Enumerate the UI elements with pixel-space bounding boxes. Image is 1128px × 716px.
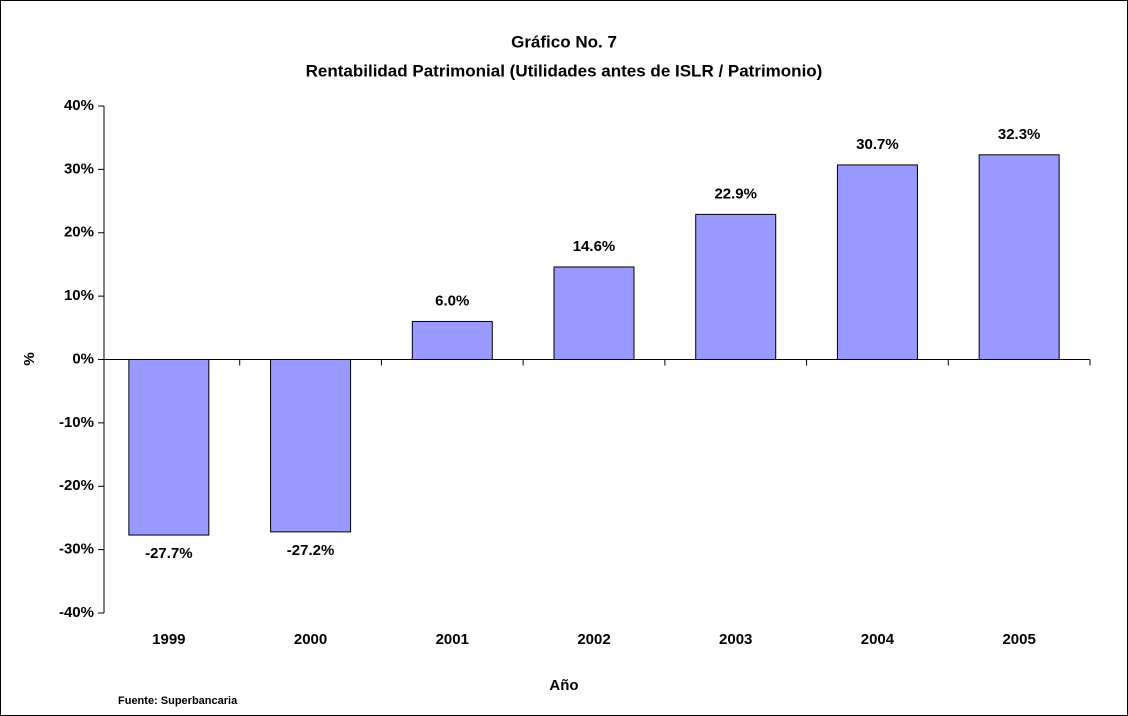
x-tick-label: 2002 bbox=[577, 631, 610, 648]
x-tick-label: 1999 bbox=[152, 631, 185, 648]
y-tick-label: 0% bbox=[72, 350, 94, 367]
y-tick-label: 40% bbox=[64, 97, 94, 114]
bar bbox=[411, 320, 493, 361]
chart-subtitle: Rentabilidad Patrimonial (Utilidades ant… bbox=[306, 61, 823, 80]
source-note: Fuente: Superbancaria bbox=[118, 695, 238, 707]
y-tick-label: 10% bbox=[64, 287, 94, 304]
value-label: 14.6% bbox=[573, 238, 616, 255]
bar bbox=[836, 164, 918, 360]
y-tick-label: -20% bbox=[59, 477, 94, 494]
value-label: 6.0% bbox=[435, 292, 469, 309]
x-axis-label: Año bbox=[549, 677, 578, 694]
y-tick-label: 30% bbox=[64, 160, 94, 177]
bar bbox=[128, 359, 210, 536]
value-label: 22.9% bbox=[714, 185, 757, 202]
x-tick-label: 2005 bbox=[1002, 631, 1035, 648]
y-tick-label: -40% bbox=[59, 604, 94, 621]
bar bbox=[695, 213, 777, 360]
value-label: -27.2% bbox=[287, 542, 335, 559]
y-tick-label: -30% bbox=[59, 541, 94, 558]
x-tick-label: 2003 bbox=[719, 631, 752, 648]
bar bbox=[553, 266, 635, 360]
y-tick-label: 20% bbox=[64, 224, 94, 241]
x-tick-label: 2000 bbox=[294, 631, 327, 648]
x-tick-label: 2001 bbox=[436, 631, 469, 648]
value-label: 32.3% bbox=[998, 126, 1041, 143]
chart-title: Gráfico No. 7 bbox=[511, 32, 617, 51]
bar bbox=[978, 154, 1060, 360]
value-label: 30.7% bbox=[856, 136, 899, 153]
value-label: -27.7% bbox=[145, 545, 193, 562]
y-tick-label: -10% bbox=[59, 414, 94, 431]
y-axis-label: % bbox=[21, 352, 38, 365]
x-tick-label: 2004 bbox=[861, 631, 895, 648]
bar bbox=[270, 359, 352, 533]
